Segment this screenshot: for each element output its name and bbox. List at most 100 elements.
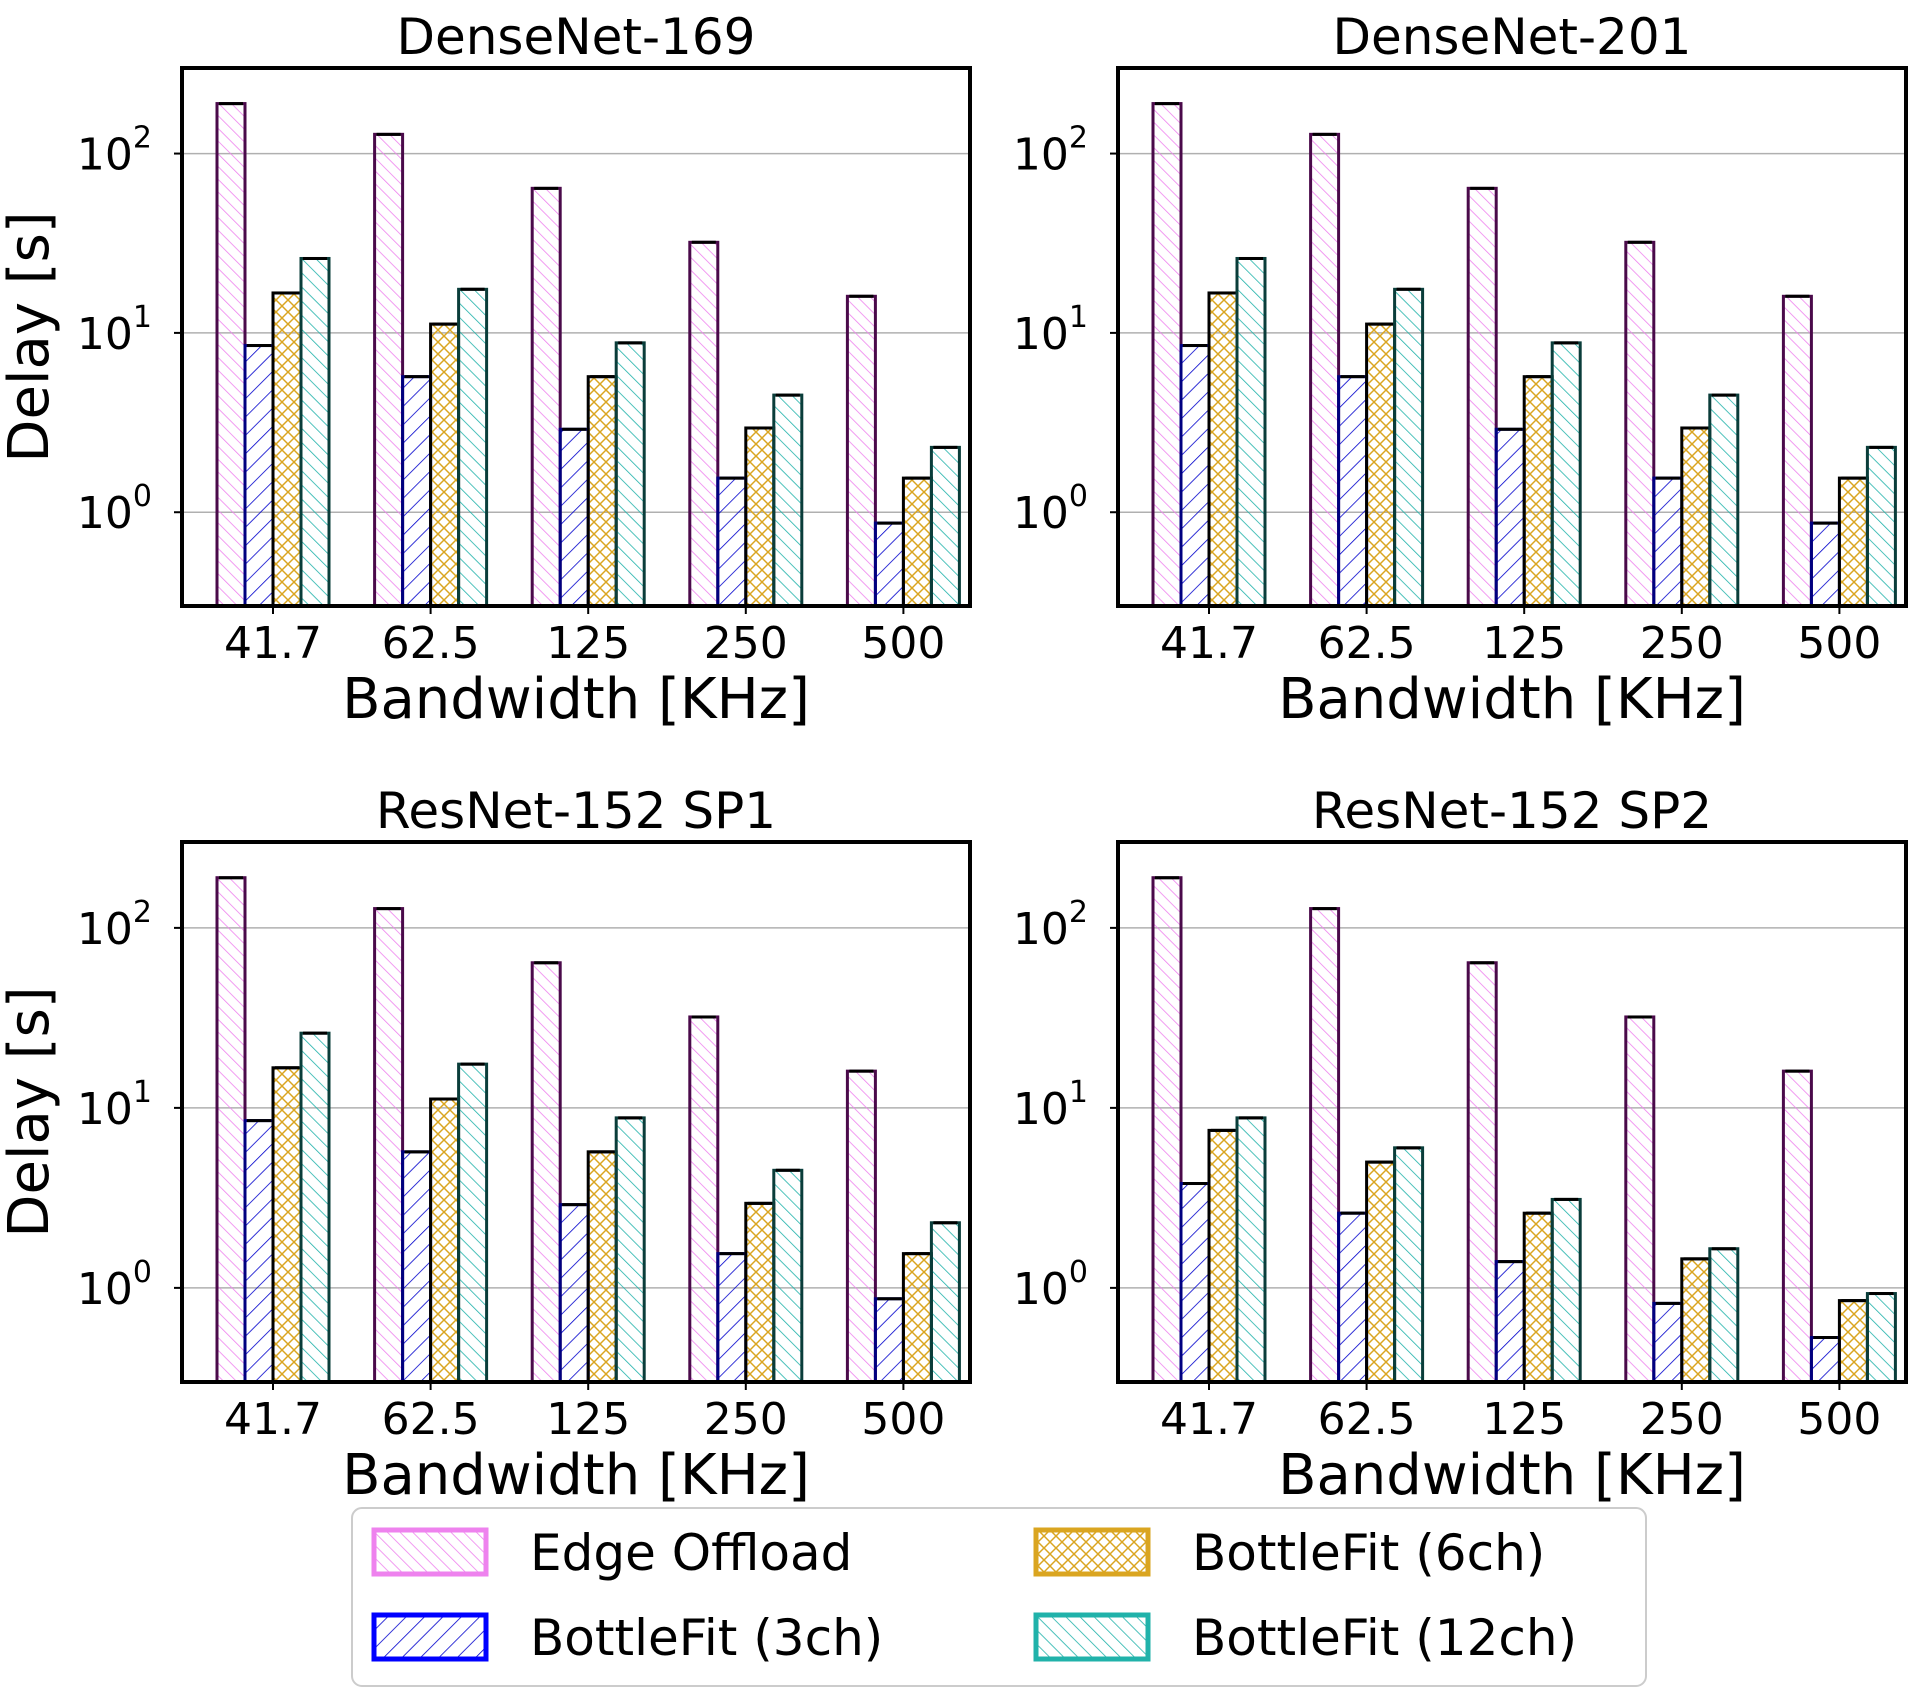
bar-edge-offload-41-7 [215, 876, 247, 1384]
bar-bottlefit-6ch-62-5 [429, 322, 461, 608]
bar-edge-offload-500 [1781, 1069, 1813, 1384]
bar-edge-offload-62-5 [373, 907, 405, 1384]
bar-bottlefit-3ch-62-5 [1337, 375, 1369, 608]
bar-bottlefit-3ch-500 [1809, 1336, 1841, 1384]
bar-bottlefit-3ch-62-5 [401, 375, 433, 608]
y-tick-label: 102 [1013, 121, 1088, 181]
x-axis-label: Bandwidth [KHz] [1278, 667, 1746, 732]
bar-bottlefit-6ch-41-7 [271, 291, 303, 608]
panel-title: DenseNet-201 [1332, 8, 1691, 66]
bar-bottlefit-6ch-250 [744, 426, 776, 608]
x-tick-label: 62.5 [1318, 618, 1416, 669]
bar-bottlefit-12ch-125 [614, 1116, 646, 1384]
panels: 41.7 62.5 125 250 500 100 101 102 DenseNet-169 Ba… [0, 8, 1908, 1508]
bar-bottlefit-6ch-62-5 [1365, 322, 1397, 608]
bar-bottlefit-6ch-41-7 [1207, 1128, 1239, 1384]
bar-bottlefit-12ch-41-7 [299, 256, 331, 608]
x-axis-label: Bandwidth [KHz] [342, 667, 810, 732]
x-tick-label: 62.5 [382, 1394, 480, 1445]
bar-edge-offload-125 [530, 961, 562, 1384]
x-tick-label: 62.5 [382, 618, 480, 669]
x-tick-label: 250 [1640, 618, 1724, 669]
x-tick-label: 125 [1482, 1394, 1566, 1445]
legend-swatch [1033, 1612, 1151, 1662]
bar-edge-offload-500 [1781, 294, 1813, 608]
bar-bottlefit-6ch-125 [1522, 1211, 1554, 1384]
y-axis-label: Delay [s] [0, 986, 62, 1237]
bar-bottlefit-3ch-125 [558, 427, 590, 608]
x-tick-label: 125 [546, 1394, 630, 1445]
bar-bottlefit-3ch-125 [558, 1203, 590, 1384]
bar-bottlefit-3ch-250 [716, 1252, 748, 1384]
bar-edge-offload-250 [1624, 240, 1656, 608]
x-tick-label: 125 [1482, 618, 1566, 669]
bar-edge-offload-62-5 [1309, 907, 1341, 1384]
bar-bottlefit-6ch-62-5 [429, 1097, 461, 1384]
legend-box [351, 1507, 1647, 1687]
bar-bottlefit-3ch-250 [716, 476, 748, 608]
bar-edge-offload-62-5 [373, 132, 405, 608]
x-tick-label: 500 [1797, 618, 1881, 669]
bar-bottlefit-12ch-41-7 [1235, 1116, 1267, 1384]
legend-swatch [1033, 1527, 1151, 1577]
bar-bottlefit-12ch-500 [929, 445, 961, 608]
bar-bottlefit-6ch-500 [1837, 476, 1869, 608]
bar-bottlefit-12ch-250 [1708, 393, 1740, 608]
panel-resnet-152-sp1: 41.7 62.5 125 250 500 100 101 102 ResNet-152 SP1… [0, 782, 972, 1508]
panel-resnet-152-sp2: 41.7 62.5 125 250 500 100 101 102 ResNet-152 SP2… [1013, 782, 1908, 1508]
legend-item-edge-offload: Edge Offload [371, 1524, 852, 1582]
bar-edge-offload-125 [1466, 961, 1498, 1384]
bar-bottlefit-12ch-41-7 [1235, 256, 1267, 608]
bar-bottlefit-12ch-62-5 [1393, 287, 1425, 608]
y-tick-label: 100 [1013, 1255, 1088, 1315]
x-tick-label: 500 [1797, 1394, 1881, 1445]
axes-frame [180, 66, 972, 608]
bar-bottlefit-6ch-500 [901, 1252, 933, 1384]
panel-title: ResNet-152 SP1 [376, 782, 776, 840]
y-axis-label: Delay [s] [0, 211, 62, 462]
y-tick-label: 102 [1013, 895, 1088, 955]
x-tick-label: 41.7 [224, 618, 322, 669]
legend-label: BottleFit (6ch) [1192, 1524, 1545, 1582]
bar-bottlefit-12ch-250 [772, 393, 804, 608]
bar-bottlefit-3ch-62-5 [401, 1150, 433, 1384]
bar-bottlefit-3ch-125 [1494, 1260, 1526, 1384]
axes-frame [180, 840, 972, 1384]
bar-bottlefit-6ch-125 [586, 1150, 618, 1384]
bar-bottlefit-12ch-62-5 [1393, 1146, 1425, 1384]
x-tick-label: 41.7 [1160, 1394, 1258, 1445]
x-tick-label: 62.5 [1318, 1394, 1416, 1445]
legend-swatch [371, 1527, 489, 1577]
axes-frame [1116, 66, 1908, 608]
y-tick-label: 102 [77, 121, 152, 181]
bar-edge-offload-500 [845, 294, 877, 608]
bar-bottlefit-3ch-500 [873, 521, 905, 608]
bar-bottlefit-12ch-500 [1865, 1292, 1897, 1384]
bar-bottlefit-6ch-500 [1837, 1299, 1869, 1384]
panel-title: ResNet-152 SP2 [1312, 782, 1712, 840]
legend-label: Edge Offload [530, 1524, 852, 1582]
bar-bottlefit-12ch-250 [1708, 1247, 1740, 1384]
bar-bottlefit-12ch-125 [1550, 1197, 1582, 1384]
bar-bottlefit-12ch-62-5 [457, 287, 489, 608]
bar-edge-offload-250 [688, 240, 720, 608]
bar-edge-offload-41-7 [1151, 876, 1183, 1384]
bar-bottlefit-12ch-500 [1865, 445, 1897, 608]
x-tick-label: 500 [861, 618, 945, 669]
x-tick-label: 250 [704, 618, 788, 669]
bar-edge-offload-500 [845, 1069, 877, 1384]
legend-label: BottleFit (3ch) [530, 1609, 883, 1667]
bar-bottlefit-3ch-500 [1809, 521, 1841, 608]
axes-frame [1116, 840, 1908, 1384]
bar-bottlefit-6ch-41-7 [271, 1066, 303, 1384]
bar-bottlefit-6ch-500 [901, 476, 933, 608]
bar-edge-offload-62-5 [1309, 132, 1341, 608]
bar-edge-offload-125 [1466, 186, 1498, 608]
y-tick-label: 101 [1013, 300, 1088, 360]
bar-bottlefit-6ch-250 [1680, 426, 1712, 608]
bar-bottlefit-3ch-250 [1652, 1301, 1684, 1384]
y-tick-label: 101 [1013, 1075, 1088, 1135]
x-tick-label: 250 [704, 1394, 788, 1445]
bar-edge-offload-250 [1624, 1015, 1656, 1384]
